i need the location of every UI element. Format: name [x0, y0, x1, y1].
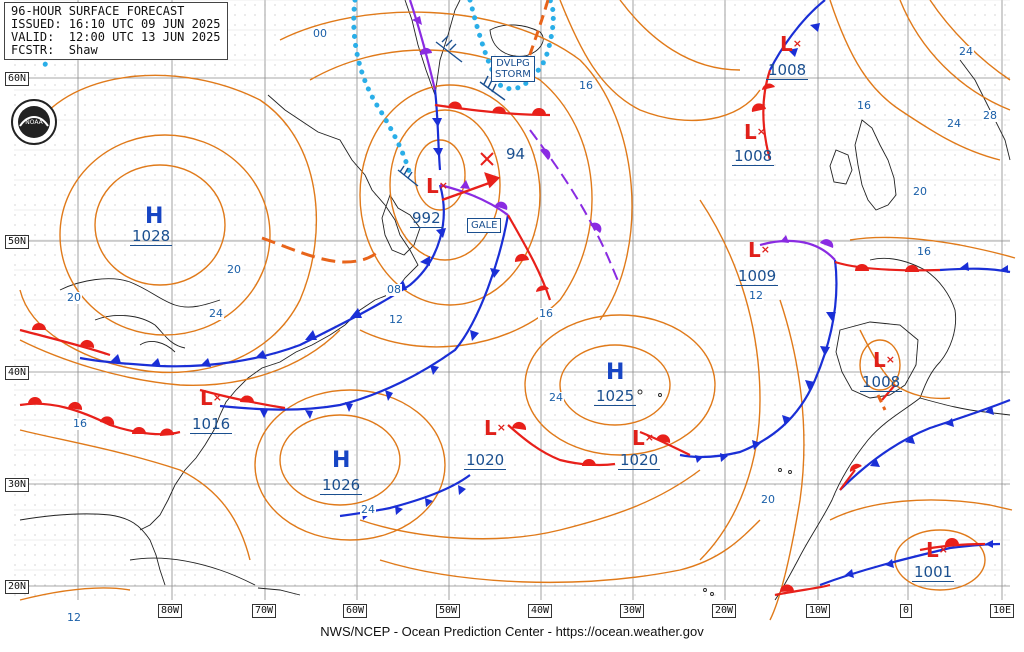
low-pressure-value: 1008: [766, 61, 809, 80]
lon-label-30w: 30W: [620, 604, 645, 618]
cold-fronts: [79, 0, 1011, 587]
trough-dashed-north: [526, 0, 550, 61]
low-pressure-value: 1020: [618, 451, 661, 470]
isobar-label: 24: [360, 503, 376, 516]
gale-warning-label: GALE: [467, 218, 502, 233]
low-center-letter: L×: [200, 386, 222, 410]
header-line-valid: VALID: 12:00 UTC 13 JUN 2025: [11, 30, 221, 44]
isobar-label: 00: [312, 27, 328, 40]
lat-label-20n: 20N: [5, 580, 30, 594]
low-center-letter: L×: [744, 120, 766, 144]
low-pressure-value: 1020: [464, 451, 507, 470]
isobars: [19, 0, 1016, 621]
low-center-letter: L×: [873, 348, 895, 372]
lat-label-40n: 40N: [5, 366, 30, 380]
lat-label-30n: 30N: [5, 478, 30, 492]
lon-label-80w: 80W: [158, 604, 183, 618]
forecast-occlusion-dashed: [529, 129, 621, 286]
warm-front-semicircles: [28, 83, 959, 592]
wind-barbs: [397, 35, 506, 187]
low-pressure-value: 1009: [736, 267, 779, 286]
high-pressure-value: 1025: [594, 387, 637, 406]
low-center-letter: L×: [780, 32, 802, 56]
high-center-letter: H: [332, 448, 351, 473]
lon-label-20w: 20W: [712, 604, 737, 618]
forecast-header: 96-HOUR SURFACE FORECAST ISSUED: 16:10 U…: [4, 2, 228, 60]
isobar-label: 20: [66, 291, 82, 304]
header-line-forecaster: FCSTR: Shaw: [11, 43, 98, 57]
graticule: [14, 0, 1010, 600]
isobar-label: 24: [946, 117, 962, 130]
lon-label-10e: 10E: [990, 604, 1015, 618]
isobar-label: 16: [916, 245, 932, 258]
isobar-label: 24: [208, 307, 224, 320]
low-center-letter: L×: [748, 238, 770, 262]
lon-label-70w: 70W: [252, 604, 277, 618]
trough-dashed: [261, 236, 382, 264]
low-pressure-value: 1001: [912, 563, 955, 582]
isobar-label: 20: [226, 263, 242, 276]
low-pressure-value: 1008: [860, 373, 903, 392]
high-center-letter: H: [606, 360, 625, 385]
low-center-letter: L×: [632, 426, 654, 450]
low-center-letter: L×: [484, 416, 506, 440]
isobar-label: 24: [548, 391, 564, 404]
isobar-label: 16: [72, 417, 88, 430]
warm-fronts: [19, 69, 986, 597]
lon-label-40w: 40W: [528, 604, 553, 618]
low-pressure-value: 1016: [190, 415, 233, 434]
high-pressure-value: 1026: [320, 476, 363, 495]
header-line-title: 96-HOUR SURFACE FORECAST: [11, 4, 185, 18]
isobar-label: 16: [856, 99, 872, 112]
header-line-issued: ISSUED: 16:10 UTC 09 JUN 2025: [11, 17, 221, 31]
isobar-label: 16: [538, 307, 554, 320]
lat-label-50n: 50N: [5, 235, 30, 249]
isobar-label: 16: [578, 79, 594, 92]
isobar-label: 12: [748, 289, 764, 302]
low-pressure-value: 992: [410, 209, 443, 228]
future-position-cross: [480, 152, 494, 166]
lon-label-10w: 10W: [806, 604, 831, 618]
isobar-label: 28: [982, 109, 998, 122]
isobar-label: 12: [388, 313, 404, 326]
occluded-fronts: [408, 0, 836, 261]
isobar-label: 20: [912, 185, 928, 198]
low-track-arrow: [441, 172, 501, 202]
forecast-position-pressure: 94: [506, 145, 526, 163]
isobar-label: 08: [386, 283, 402, 296]
occluded-front-symbols: [412, 16, 834, 248]
lon-label-50w: 50W: [436, 604, 461, 618]
developing-storm-label: DVLPG STORM: [491, 56, 535, 82]
low-center-letter: L×: [926, 538, 948, 562]
high-center-letter: H: [145, 204, 164, 229]
isobar-label: 12: [66, 611, 82, 624]
svg-text:NOAA: NOAA: [25, 119, 43, 126]
credit-line: NWS/NCEP - Ocean Prediction Center - htt…: [320, 624, 704, 639]
lon-label-60w: 60W: [343, 604, 368, 618]
noaa-logo-icon: NOAA: [11, 99, 57, 145]
isobar-label: 24: [958, 45, 974, 58]
lon-label-0: 0: [900, 604, 913, 618]
low-pressure-value: 1008: [732, 147, 775, 166]
lat-label-60n: 60N: [5, 72, 30, 86]
low-center-letter: L×: [426, 174, 448, 198]
high-pressure-value: 1028: [130, 227, 173, 246]
isobar-label: 20: [760, 493, 776, 506]
cold-front-barbs: [110, 23, 1008, 578]
